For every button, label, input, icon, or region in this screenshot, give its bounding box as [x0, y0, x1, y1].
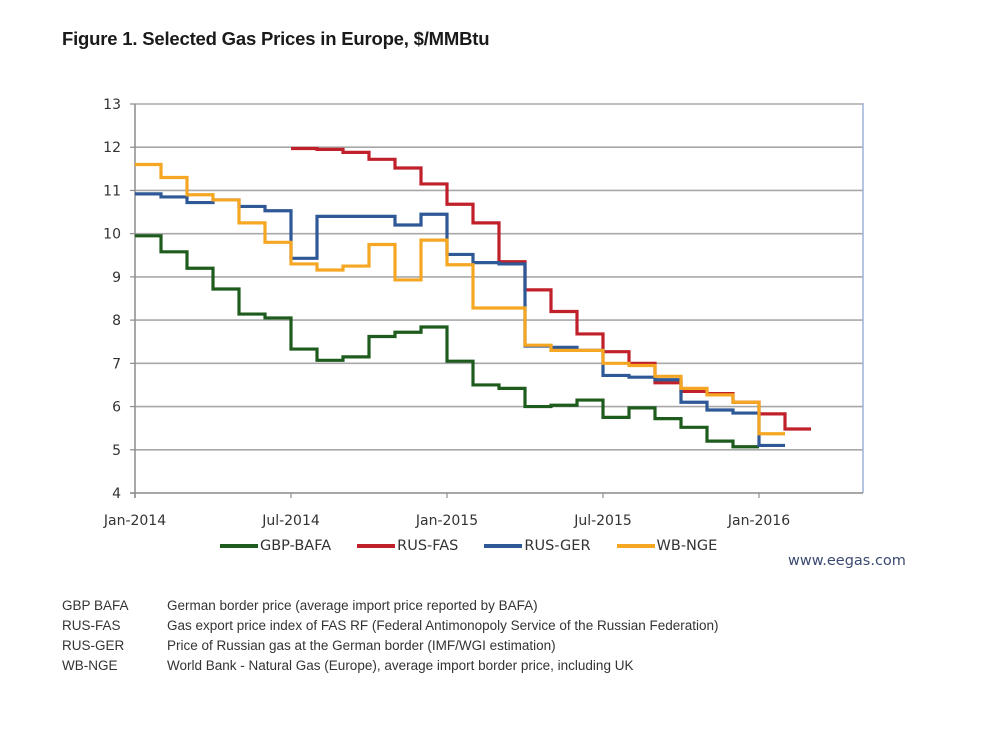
y-tick-label: 4 — [112, 486, 121, 502]
footnote-text: Price of Russian gas at the German borde… — [167, 638, 556, 653]
series-line-gbp-bafa — [135, 234, 759, 449]
footnote-text: German border price (average import pric… — [167, 598, 538, 613]
series-line-wb-nge — [135, 162, 785, 436]
legend-swatch — [220, 544, 258, 548]
footnote-text: Gas export price index of FAS RF (Federa… — [167, 618, 719, 633]
legend-label: RUS-FAS — [397, 538, 459, 554]
y-tick-label: 5 — [112, 443, 121, 459]
footnote-key: RUS-FAS — [62, 618, 121, 633]
source-link[interactable]: www.eegas.com — [788, 553, 906, 569]
y-tick-label: 13 — [103, 97, 121, 113]
footnote-key: WB-NGE — [62, 658, 118, 673]
y-tick-label: 12 — [103, 140, 121, 156]
y-tick-label: 6 — [112, 400, 121, 416]
y-tick-label: 8 — [112, 313, 121, 329]
y-tick-label: 11 — [103, 183, 121, 199]
footnote-text: World Bank - Natural Gas (Europe), avera… — [167, 658, 634, 673]
axes — [130, 103, 864, 498]
legend-label: WB-NGE — [656, 538, 718, 554]
footnote-key: GBP BAFA — [62, 598, 129, 613]
y-tick-label: 7 — [112, 356, 121, 372]
x-tick-labels: Jan-2014 Jul-2014 Jan-2015 Jul-2015 Jan-2016 — [103, 513, 790, 529]
x-tick-label: Jan-2015 — [415, 513, 478, 529]
legend-swatch — [484, 544, 523, 548]
footnote-row: RUS-GER Price of Russian gas at the Germ… — [62, 636, 719, 656]
y-tick-labels: 4 5 6 7 8 9 10 11 12 13 — [103, 97, 121, 502]
footnotes: GBP BAFA German border price (average im… — [62, 596, 719, 676]
x-tick-label: Jul-2014 — [261, 513, 320, 529]
footnote-row: RUS-FAS Gas export price index of FAS RF… — [62, 616, 719, 636]
legend-swatch — [357, 544, 396, 548]
footnote-key: RUS-GER — [62, 638, 125, 653]
y-tick-label: 9 — [112, 270, 121, 286]
gridlines — [135, 103, 863, 451]
legend-swatch — [616, 544, 655, 548]
series-lines — [135, 146, 811, 449]
legend: GBP-BAFA RUS-FAS RUS-GER WB-NGE — [220, 538, 717, 554]
legend-label: RUS-GER — [524, 538, 591, 554]
legend-item-rus-ger: RUS-GER — [484, 538, 591, 554]
x-tick-label: Jul-2015 — [573, 513, 632, 529]
legend-label: GBP-BAFA — [260, 538, 332, 554]
footnote-row: GBP BAFA German border price (average im… — [62, 596, 719, 616]
legend-item-wb-nge: WB-NGE — [616, 538, 718, 554]
x-tick-label: Jan-2016 — [727, 513, 790, 529]
legend-item-rus-fas: RUS-FAS — [357, 538, 458, 554]
chart-title: Figure 1. Selected Gas Prices in Europe,… — [62, 28, 490, 49]
x-tick-label: Jan-2014 — [103, 513, 166, 529]
legend-item-gbp-bafa: GBP-BAFA — [220, 538, 331, 554]
y-tick-label: 10 — [103, 227, 121, 243]
footnote-row: WB-NGE World Bank - Natural Gas (Europe)… — [62, 656, 719, 676]
